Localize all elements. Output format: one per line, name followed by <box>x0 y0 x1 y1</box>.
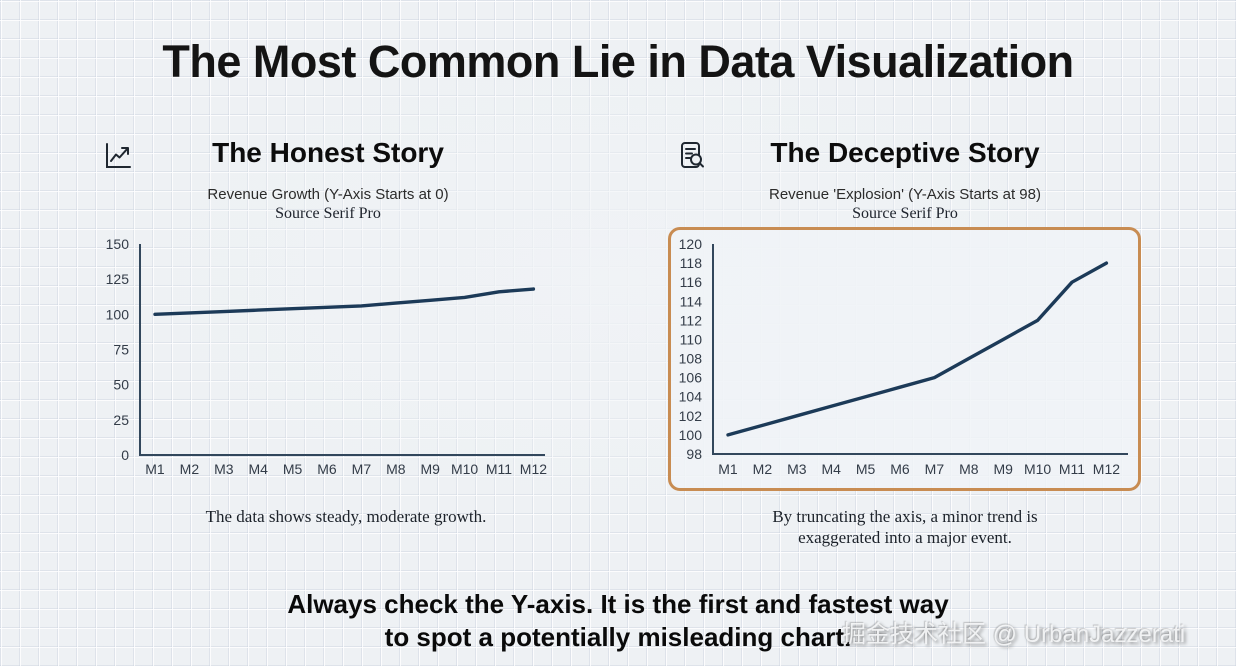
svg-text:120: 120 <box>679 236 703 252</box>
svg-text:116: 116 <box>680 274 703 290</box>
deceptive-chart-highlight-box: 98 100 102 104 106 108 110 112 114 116 118 120 M1 M2 M… <box>668 227 1141 491</box>
svg-text:M5: M5 <box>283 461 303 477</box>
svg-text:M1: M1 <box>718 461 738 477</box>
svg-text:M5: M5 <box>856 461 876 477</box>
svg-text:102: 102 <box>679 408 703 424</box>
honest-panel-heading: The Honest Story <box>212 137 444 168</box>
svg-text:M9: M9 <box>993 461 1013 477</box>
svg-text:118: 118 <box>680 255 703 271</box>
svg-text:150: 150 <box>106 238 130 252</box>
watermark: 掘金技术社区 @ UrbanJazzerati <box>842 621 1186 648</box>
svg-text:112: 112 <box>680 312 703 328</box>
svg-text:M1: M1 <box>145 461 165 477</box>
svg-text:M10: M10 <box>451 461 478 477</box>
svg-text:100: 100 <box>106 306 130 322</box>
svg-text:104: 104 <box>679 389 703 405</box>
page-title: The Most Common Lie in Data Visualizatio… <box>162 36 1074 87</box>
svg-text:M12: M12 <box>1093 461 1120 477</box>
svg-text:M2: M2 <box>180 461 200 477</box>
svg-text:108: 108 <box>679 351 703 367</box>
svg-text:M6: M6 <box>317 461 337 477</box>
svg-text:M7: M7 <box>925 461 945 477</box>
svg-text:110: 110 <box>680 331 703 347</box>
svg-text:114: 114 <box>680 293 703 309</box>
takeaway-text: Always check the Y-axis. It is the first… <box>0 588 1236 654</box>
svg-text:100: 100 <box>679 427 703 443</box>
svg-text:0: 0 <box>121 447 129 463</box>
svg-text:M12: M12 <box>520 461 547 477</box>
svg-text:M8: M8 <box>386 461 406 477</box>
honest-chart-subtitle: Revenue Growth (Y-Axis Starts at 0) <box>207 186 449 203</box>
svg-text:75: 75 <box>113 342 129 358</box>
honest-caption: The data shows steady, moderate growth. <box>205 507 487 526</box>
svg-text:M3: M3 <box>787 461 807 477</box>
deceptive-chart-subtitle: Revenue 'Explosion' (Y-Axis Starts at 98… <box>769 186 1041 203</box>
takeaway-line2: to spot a potentially misleading chart. <box>384 622 852 652</box>
svg-text:125: 125 <box>106 271 130 287</box>
deceptive-panel-heading: The Deceptive Story <box>770 137 1040 168</box>
svg-text:M8: M8 <box>959 461 979 477</box>
svg-text:25: 25 <box>113 412 129 428</box>
deceptive-line-chart: 98 100 102 104 106 108 110 112 114 116 118 120 M1 M2 M… <box>679 236 1128 477</box>
svg-text:98: 98 <box>686 446 702 462</box>
honest-line-chart: 0 25 50 75 100 125 150 M1 M2 M3 M4 M5 M6 M7 M8 M9 M10 M11… <box>106 238 548 477</box>
svg-text:106: 106 <box>679 370 703 386</box>
line-chart-icon <box>106 143 131 168</box>
svg-text:M7: M7 <box>352 461 372 477</box>
deceptive-caption-line2: exaggerated into a major event. <box>798 528 1012 547</box>
svg-text:M6: M6 <box>890 461 910 477</box>
deceptive-chart-source-label: Source Serif Pro <box>852 205 958 222</box>
svg-text:M11: M11 <box>486 461 512 477</box>
document-search-icon <box>681 142 704 168</box>
svg-text:M2: M2 <box>753 461 773 477</box>
svg-text:M11: M11 <box>1059 461 1085 477</box>
honest-chart-source-label: Source Serif Pro <box>275 205 381 222</box>
deceptive-caption-line1: By truncating the axis, a minor trend is <box>772 507 1038 526</box>
svg-text:M4: M4 <box>821 461 841 477</box>
takeaway-line1: Always check the Y-axis. It is the first… <box>287 589 949 619</box>
svg-text:M4: M4 <box>248 461 268 477</box>
svg-text:M9: M9 <box>420 461 440 477</box>
svg-text:M10: M10 <box>1024 461 1051 477</box>
deceptive-caption: By truncating the axis, a minor trend is… <box>690 506 1120 548</box>
svg-text:M3: M3 <box>214 461 234 477</box>
svg-text:50: 50 <box>113 377 129 393</box>
